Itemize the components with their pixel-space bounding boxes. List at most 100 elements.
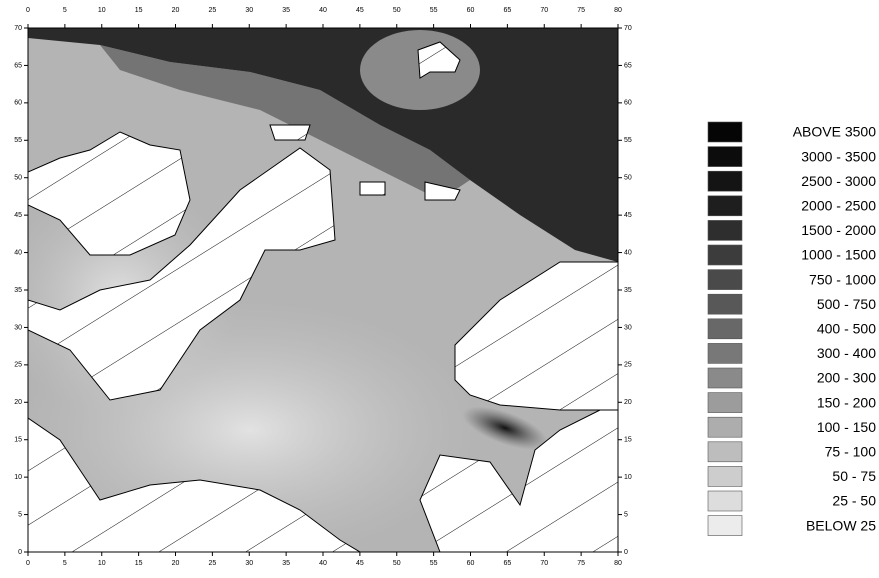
legend-swatch — [708, 491, 742, 511]
legend-label: 2000 - 2500 — [801, 198, 876, 214]
legend-label: 150 - 200 — [817, 394, 876, 410]
legend-swatch — [708, 294, 742, 314]
x-tick-label: 70 — [540, 560, 548, 567]
y-tick-label: 40 — [624, 249, 632, 256]
y-tick-label: 40 — [14, 249, 22, 256]
x-tick-label: 65 — [503, 7, 511, 14]
y-tick-label: 10 — [624, 474, 632, 481]
legend-swatch — [708, 368, 742, 388]
map-figure: 0055101015152020252530303535404045455050… — [0, 0, 879, 573]
y-tick-label: 15 — [14, 437, 22, 444]
legend-label: 750 - 1000 — [809, 271, 876, 287]
y-tick-label: 50 — [14, 175, 22, 182]
legend-swatch — [708, 147, 742, 167]
x-tick-label: 75 — [577, 7, 585, 14]
x-tick-label: 80 — [614, 7, 622, 14]
legend-label: 100 - 150 — [817, 419, 876, 435]
legend-swatch — [708, 270, 742, 290]
legend-swatch — [708, 319, 742, 339]
legend-swatch — [708, 245, 742, 265]
y-tick-label: 65 — [14, 62, 22, 69]
x-tick-label: 55 — [430, 7, 438, 14]
x-tick-label: 50 — [393, 7, 401, 14]
legend-swatch — [708, 171, 742, 191]
y-tick-label: 0 — [624, 549, 628, 556]
x-tick-label: 40 — [319, 7, 327, 14]
x-tick-label: 35 — [282, 7, 290, 14]
x-tick-label: 60 — [467, 7, 475, 14]
x-tick-label: 70 — [540, 7, 548, 14]
y-tick-label: 5 — [18, 511, 22, 518]
x-tick-label: 25 — [208, 560, 216, 567]
legend-label: 50 - 75 — [832, 468, 876, 484]
legend-swatch — [708, 516, 742, 536]
y-tick-label: 35 — [624, 287, 632, 294]
legend-swatch — [708, 196, 742, 216]
x-tick-label: 45 — [356, 7, 364, 14]
legend-swatch — [708, 393, 742, 413]
y-tick-label: 70 — [14, 25, 22, 32]
y-tick-label: 55 — [14, 137, 22, 144]
legend-swatch — [708, 220, 742, 240]
y-tick-label: 15 — [624, 437, 632, 444]
x-tick-label: 15 — [135, 560, 143, 567]
legend-label: ABOVE 3500 — [793, 124, 876, 140]
y-tick-label: 60 — [624, 100, 632, 107]
y-tick-label: 20 — [624, 399, 632, 406]
y-tick-label: 35 — [14, 287, 22, 294]
x-tick-label: 45 — [356, 560, 364, 567]
x-tick-label: 30 — [245, 560, 253, 567]
x-tick-label: 50 — [393, 560, 401, 567]
x-tick-label: 60 — [467, 560, 475, 567]
x-tick-label: 20 — [172, 7, 180, 14]
y-tick-label: 10 — [14, 474, 22, 481]
x-tick-label: 10 — [98, 7, 106, 14]
legend-label: 500 - 750 — [817, 296, 876, 312]
y-tick-label: 30 — [14, 324, 22, 331]
legend-label: 1000 - 1500 — [801, 247, 876, 263]
legend-label: 400 - 500 — [817, 321, 876, 337]
x-tick-label: 20 — [172, 560, 180, 567]
x-tick-label: 5 — [63, 560, 67, 567]
y-tick-label: 70 — [624, 25, 632, 32]
y-tick-label: 25 — [14, 362, 22, 369]
legend-swatch — [708, 442, 742, 462]
x-tick-label: 40 — [319, 560, 327, 567]
legend-swatch — [708, 466, 742, 486]
y-tick-label: 30 — [624, 324, 632, 331]
y-tick-label: 45 — [14, 212, 22, 219]
x-tick-label: 75 — [577, 560, 585, 567]
x-tick-label: 15 — [135, 7, 143, 14]
y-tick-label: 60 — [14, 100, 22, 107]
y-tick-label: 65 — [624, 62, 632, 69]
y-tick-label: 45 — [624, 212, 632, 219]
legend-label: 25 - 50 — [832, 493, 876, 509]
y-tick-label: 25 — [624, 362, 632, 369]
y-tick-label: 0 — [18, 549, 22, 556]
x-tick-label: 5 — [63, 7, 67, 14]
legend-label: 75 - 100 — [825, 444, 877, 460]
legend-label: 2500 - 3000 — [801, 173, 876, 189]
x-tick-label: 55 — [430, 560, 438, 567]
x-tick-label: 80 — [614, 560, 622, 567]
legend-swatch — [708, 417, 742, 437]
legend-label: 300 - 400 — [817, 345, 876, 361]
legend-label: 1500 - 2000 — [801, 222, 876, 238]
x-tick-label: 30 — [245, 7, 253, 14]
legend-label: 3000 - 3500 — [801, 148, 876, 164]
y-tick-label: 20 — [14, 399, 22, 406]
legend-label: BELOW 25 — [806, 517, 876, 533]
map-area — [0, 28, 618, 560]
y-tick-label: 55 — [624, 137, 632, 144]
y-tick-label: 50 — [624, 175, 632, 182]
y-tick-label: 5 — [624, 511, 628, 518]
x-tick-label: 0 — [26, 7, 30, 14]
x-tick-label: 10 — [98, 560, 106, 567]
x-tick-label: 35 — [282, 560, 290, 567]
legend-label: 200 - 300 — [817, 370, 876, 386]
x-tick-label: 0 — [26, 560, 30, 567]
legend-swatch — [708, 343, 742, 363]
x-tick-label: 25 — [208, 7, 216, 14]
legend-swatch — [708, 122, 742, 142]
x-tick-label: 65 — [503, 560, 511, 567]
